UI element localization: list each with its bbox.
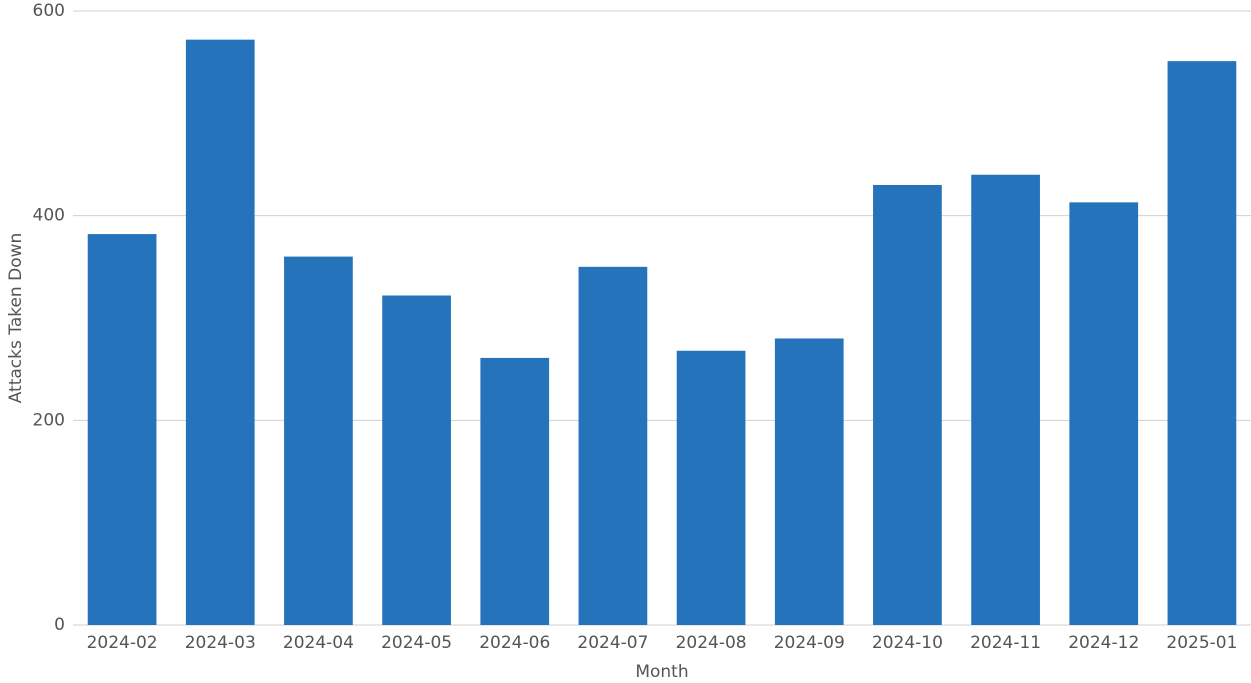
x-tick-label: 2024-10 [872, 633, 943, 653]
x-tick-label: 2024-06 [479, 633, 550, 653]
x-tick-label: 2024-11 [970, 633, 1041, 653]
bar [676, 350, 746, 625]
x-tick-label: 2024-05 [381, 633, 452, 653]
y-tick-label: 600 [33, 1, 65, 21]
x-tick-label: 2024-02 [87, 633, 158, 653]
y-tick-label: 0 [54, 615, 65, 635]
y-tick-label: 400 [33, 206, 65, 226]
x-tick-label: 2024-04 [283, 633, 354, 653]
bar [284, 256, 353, 625]
bar [382, 295, 451, 625]
bar [87, 234, 157, 625]
x-tick-label: 2024-09 [774, 633, 845, 653]
bar [873, 184, 942, 625]
y-axis-title: Attacks Taken Down [6, 233, 26, 404]
x-axis-title: Month [635, 662, 688, 682]
bar [185, 39, 255, 626]
bar [1069, 202, 1139, 625]
y-tick-label: 200 [33, 410, 65, 430]
x-tick-label: 2024-08 [676, 633, 747, 653]
bar [1167, 61, 1237, 626]
x-tick-label: 2024-12 [1068, 633, 1139, 653]
bar [774, 338, 844, 625]
x-tick-label: 2024-07 [577, 633, 648, 653]
x-tick-label: 2024-03 [185, 633, 256, 653]
x-tick-label: 2025-01 [1166, 633, 1237, 653]
bar [480, 357, 550, 625]
bar [578, 266, 648, 625]
bar [971, 174, 1040, 625]
